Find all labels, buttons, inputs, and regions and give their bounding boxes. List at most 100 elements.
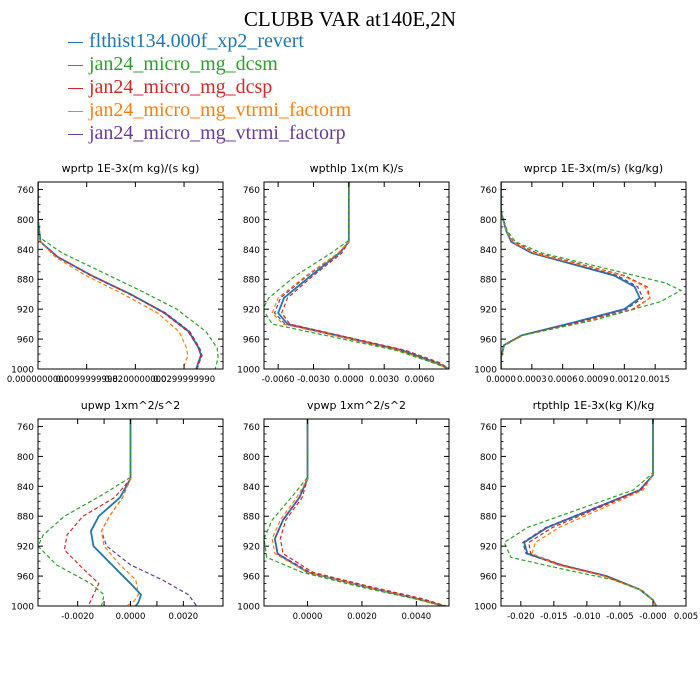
x-tick-label: 0.0200000000	[104, 375, 166, 385]
legend: flthist134.000f_xp2_revert jan24_micro_m…	[68, 30, 351, 145]
series-line	[523, 419, 658, 606]
chart-panel: wprtp 1E-3x(m kg)/(s kg) 760 800 840 880 920 9…	[7, 162, 224, 385]
legend-item: jan24_micro_mg_vtrmi_factorp	[68, 122, 351, 145]
y-tick-label: 960	[480, 573, 497, 583]
chart-title: rtpthlp 1E-3x(kg K)/kg	[533, 399, 655, 412]
chart-title: wprtp 1E-3x(m kg)/(s kg)	[62, 162, 200, 175]
y-tick-label: 880	[243, 513, 260, 523]
series-line	[100, 419, 198, 606]
x-tick-label: 0.0003	[517, 375, 547, 385]
x-tick-label: -0.005	[606, 612, 633, 622]
chart-panel: upwp 1xm^2/s^2 760 800 840 880 920 960 1000 -0.0…	[11, 399, 224, 622]
series-line	[273, 419, 444, 606]
series-line	[100, 419, 140, 606]
y-tick-label: 1000	[11, 366, 34, 376]
series-line	[281, 182, 449, 369]
x-tick-label: 0.0000	[293, 612, 323, 622]
y-tick-label: 920	[480, 306, 497, 316]
x-tick-label: 0.005	[674, 612, 698, 622]
y-tick-label: 960	[243, 573, 260, 583]
y-tick-label: 840	[243, 246, 260, 256]
chart-panel: vpwp 1xm^2/s^2 760 800 840 880 920 960 1000 0.00…	[237, 399, 450, 622]
y-tick-label: 880	[243, 276, 260, 286]
y-tick-label: 960	[243, 336, 260, 346]
y-tick-label: 880	[480, 276, 497, 286]
x-tick-label: 0.0060	[405, 375, 435, 385]
y-tick-label: 760	[17, 186, 34, 196]
x-tick-label: 0.0000000000	[7, 375, 69, 385]
series-line	[501, 182, 683, 369]
series-line	[38, 182, 202, 369]
x-tick-label: -0.0060	[262, 375, 295, 385]
series-line	[38, 182, 189, 369]
y-tick-label: 1000	[237, 366, 260, 376]
plot-frame	[37, 181, 224, 370]
series-line	[89, 419, 143, 606]
x-tick-label: 0.0099999998	[56, 375, 118, 385]
series-line	[264, 419, 444, 606]
chart-panel: wprcp 1E-3x(m/s) (kg/kg) 760 800 840 880 920 9…	[474, 162, 687, 385]
x-tick-label: -0.020	[507, 612, 534, 622]
y-tick-label: 1000	[474, 603, 497, 613]
series-line	[279, 419, 447, 606]
legend-label: jan24_micro_mg_dcsp	[89, 76, 273, 98]
legend-swatch	[68, 110, 83, 112]
series-line	[531, 419, 657, 606]
x-tick-label: 0.0006	[548, 375, 578, 385]
legend-label: jan24_micro_mg_dcsm	[89, 53, 278, 75]
plot-frame	[500, 181, 687, 370]
page-title: CLUBB VAR at140E,2N	[243, 7, 457, 31]
plot-area	[38, 182, 219, 369]
legend-item: jan24_micro_mg_dcsm	[68, 53, 351, 76]
legend-item: flthist134.000f_xp2_revert	[68, 30, 351, 53]
series-line	[38, 419, 132, 606]
legend-item: jan24_micro_mg_dcsp	[68, 76, 351, 99]
plot-area	[38, 419, 198, 606]
legend-label: jan24_micro_mg_vtrmi_factorm	[89, 99, 352, 121]
plot-frame	[500, 418, 687, 607]
series-line	[271, 419, 444, 606]
series-line	[501, 182, 641, 369]
y-tick-label: 800	[17, 216, 34, 226]
y-tick-label: 760	[480, 423, 497, 433]
x-tick-label: -0.0020	[61, 612, 94, 622]
x-tick-label: 0.0012	[609, 375, 639, 385]
series-line	[273, 182, 449, 369]
x-tick-label: 0.0040	[401, 612, 431, 622]
plot-frame	[263, 181, 450, 370]
y-tick-label: 760	[17, 423, 34, 433]
series-line	[522, 419, 657, 606]
chart-title: vpwp 1xm^2/s^2	[307, 399, 406, 412]
y-tick-label: 880	[17, 276, 34, 286]
plot-area	[264, 182, 449, 369]
y-tick-label: 960	[17, 336, 34, 346]
y-tick-label: 920	[243, 543, 260, 553]
series-line	[501, 182, 651, 369]
legend-swatch	[68, 87, 83, 89]
y-tick-label: 840	[17, 483, 34, 493]
chart-panel: wpthlp 1x(m K)/s7608008408809209601000-0…	[237, 162, 450, 385]
x-tick-label: 0.0020	[347, 612, 377, 622]
series-line	[501, 182, 651, 369]
y-tick-label: 1000	[237, 603, 260, 613]
plot-frame	[263, 418, 450, 607]
series-line	[274, 419, 444, 606]
y-tick-label: 920	[243, 306, 260, 316]
y-tick-label: 920	[17, 306, 34, 316]
y-tick-label: 760	[243, 423, 260, 433]
x-tick-label: 0.0030	[369, 375, 399, 385]
x-tick-label: 0.0000	[116, 612, 146, 622]
series-line	[271, 182, 449, 369]
x-tick-label: 0.0015	[640, 375, 670, 385]
y-tick-label: 960	[17, 573, 34, 583]
plot-area	[503, 419, 658, 606]
chart-title: wprcp 1E-3x(m/s) (kg/kg)	[524, 162, 663, 175]
x-tick-label: 0.0009	[579, 375, 609, 385]
series-line	[38, 182, 203, 369]
series-line	[63, 419, 132, 606]
y-tick-label: 840	[243, 483, 260, 493]
x-tick-label: 0.0000	[334, 375, 364, 385]
series-line	[38, 182, 203, 369]
series-line	[528, 419, 657, 606]
y-tick-label: 800	[17, 453, 34, 463]
